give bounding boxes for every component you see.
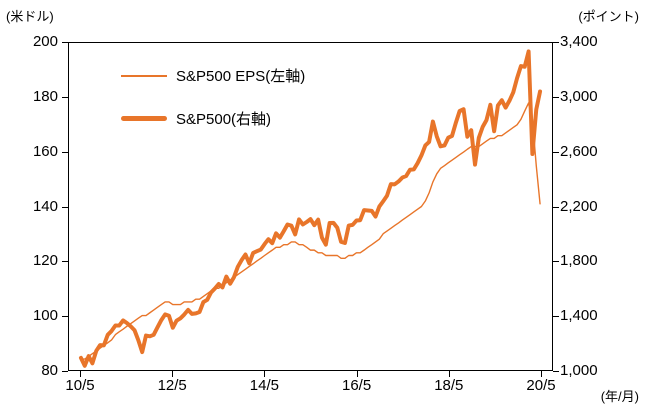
x-axis-tick-mark bbox=[172, 371, 173, 377]
left-axis-tick-mark bbox=[62, 316, 68, 317]
x-tick-label: 18/5 bbox=[434, 377, 464, 394]
right-axis-tick-mark bbox=[553, 371, 559, 372]
left-axis-tick-mark bbox=[62, 371, 68, 372]
x-tick-label: 10/5 bbox=[65, 377, 95, 394]
plot-area: S&P500 EPS(左軸) S&P500(右軸) bbox=[68, 42, 553, 371]
sp500-thick-line-sample bbox=[121, 116, 167, 121]
legend-label-sp500: S&P500(右軸) bbox=[176, 111, 272, 128]
right-y-tick-label: 3,000 bbox=[560, 87, 598, 105]
series-line-sp500 bbox=[78, 49, 543, 368]
x-tick-label: 20/5 bbox=[526, 377, 556, 394]
left-axis-tick-mark bbox=[62, 207, 68, 208]
x-tick-label: 16/5 bbox=[341, 377, 372, 394]
x-axis-tick-mark bbox=[80, 371, 81, 377]
left-y-tick-label: 140 bbox=[32, 197, 58, 215]
right-axis-tick-mark bbox=[553, 97, 559, 98]
right-axis-tick-mark bbox=[553, 261, 559, 262]
right-axis-tick-mark bbox=[553, 42, 559, 43]
legend: S&P500 EPS(左軸) S&P500(右軸) bbox=[121, 65, 305, 129]
left-axis-title: (米ドル) bbox=[6, 9, 54, 24]
series-line-eps bbox=[80, 102, 541, 360]
right-axis-tick-mark bbox=[553, 152, 559, 153]
x-tick-label: 14/5 bbox=[249, 377, 279, 394]
x-tick-label: 12/5 bbox=[157, 377, 187, 394]
legend-label-eps: S&P500 EPS(左軸) bbox=[176, 68, 306, 85]
left-axis-tick-mark bbox=[62, 261, 68, 262]
right-y-tick-label: 2,600 bbox=[560, 142, 598, 160]
right-y-tick-label: 1,800 bbox=[560, 252, 598, 270]
left-y-tick-label: 180 bbox=[32, 87, 58, 105]
series-lines-canvas bbox=[78, 49, 543, 368]
x-axis-title: (年/月) bbox=[600, 389, 639, 404]
left-axis-tick-mark bbox=[62, 97, 68, 98]
legend-item-sp500: S&P500(右軸) bbox=[121, 108, 305, 129]
left-y-tick-label: 80 bbox=[41, 362, 58, 379]
right-y-tick-label: 3,400 bbox=[560, 33, 598, 50]
left-y-tick-label: 200 bbox=[32, 33, 58, 50]
x-axis-tick-mark bbox=[449, 371, 450, 377]
left-axis-tick-mark bbox=[62, 152, 68, 153]
right-y-tick-label: 2,200 bbox=[560, 197, 598, 215]
x-axis-tick-mark bbox=[264, 371, 265, 377]
left-y-tick-label: 120 bbox=[32, 252, 58, 270]
left-axis-tick-mark bbox=[62, 42, 68, 43]
eps-thin-line-sample bbox=[121, 74, 167, 77]
right-y-tick-label: 1,000 bbox=[560, 362, 598, 379]
right-axis-tick-mark bbox=[553, 316, 559, 317]
x-axis-tick-mark bbox=[541, 371, 542, 377]
left-y-tick-label: 160 bbox=[32, 142, 58, 160]
left-y-tick-label: 100 bbox=[32, 307, 58, 325]
legend-item-eps: S&P500 EPS(左軸) bbox=[121, 65, 305, 86]
right-axis-title: (ポイント) bbox=[578, 9, 639, 24]
x-axis-tick-mark bbox=[357, 371, 358, 377]
right-axis-tick-mark bbox=[553, 207, 559, 208]
right-y-tick-label: 1,400 bbox=[560, 307, 598, 325]
